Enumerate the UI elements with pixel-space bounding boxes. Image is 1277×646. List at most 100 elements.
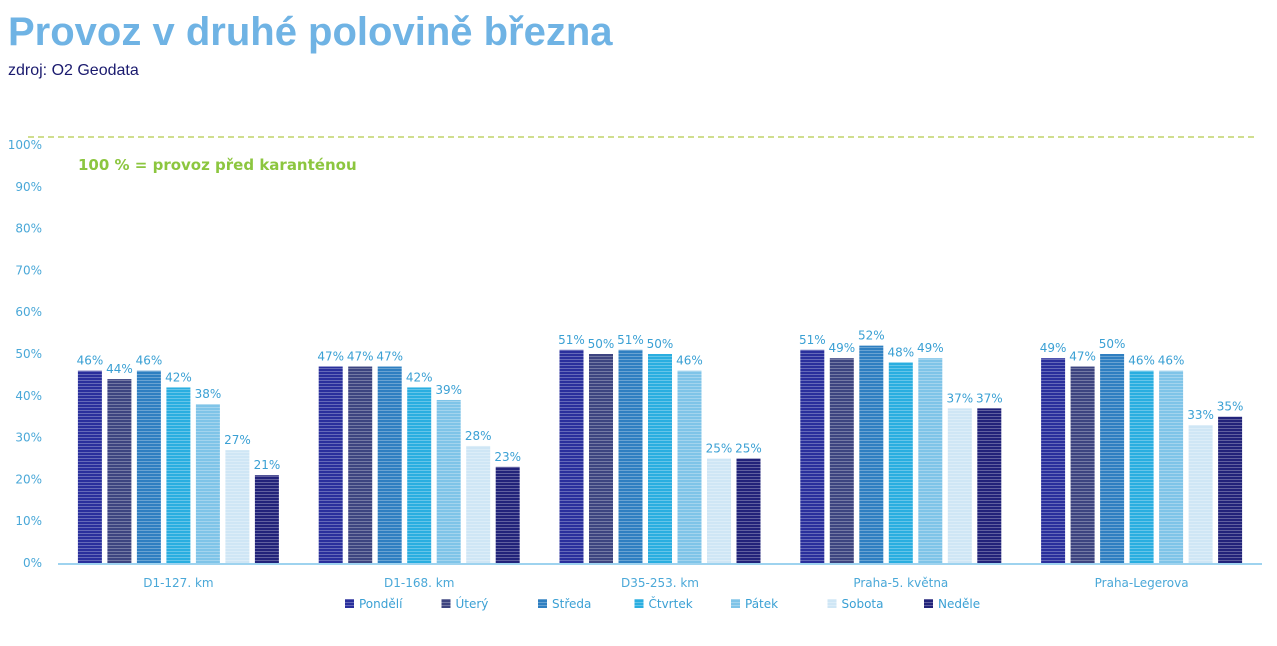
bar <box>348 366 373 563</box>
data-label: 37% <box>976 391 1003 405</box>
bar <box>918 358 943 563</box>
data-label: 28% <box>465 429 492 443</box>
bar <box>648 354 672 563</box>
bar <box>107 379 132 563</box>
y-tick-label: 90% <box>15 180 42 194</box>
bar <box>136 370 161 563</box>
legend-swatch <box>634 599 644 608</box>
legend-swatch <box>441 599 451 608</box>
bar <box>1070 366 1095 563</box>
data-label: 46% <box>1128 354 1155 368</box>
data-label: 38% <box>195 387 222 401</box>
category-label: D1-168. km <box>384 576 454 590</box>
bar <box>166 387 191 563</box>
data-label: 42% <box>406 370 433 384</box>
data-label: 46% <box>136 354 163 368</box>
data-label: 46% <box>1158 354 1185 368</box>
page-subtitle: zdroj: O2 Geodata <box>8 62 139 79</box>
data-label: 47% <box>347 350 374 364</box>
bar <box>736 458 761 563</box>
data-label: 47% <box>376 350 403 364</box>
y-tick-label: 100% <box>8 138 42 152</box>
legend-swatch <box>538 599 547 608</box>
category-label: D1-127. km <box>143 576 213 590</box>
bar <box>618 349 643 563</box>
bar <box>254 475 279 563</box>
category-label: Praha-5. května <box>853 576 948 590</box>
data-label: 48% <box>887 345 914 359</box>
data-label: 23% <box>494 450 521 464</box>
data-label: 39% <box>435 383 462 397</box>
y-tick-label: 40% <box>15 389 42 403</box>
data-label: 51% <box>799 333 826 347</box>
page-title: Provoz v druhé polovině března <box>8 10 613 54</box>
data-label: 50% <box>647 337 674 351</box>
legend-swatch <box>924 599 933 608</box>
data-label: 50% <box>588 337 615 351</box>
data-label: 46% <box>77 354 104 368</box>
data-label: 44% <box>106 362 133 376</box>
data-label: 51% <box>617 333 644 347</box>
data-label: 47% <box>1069 350 1096 364</box>
bar <box>977 408 1002 563</box>
data-label: 25% <box>706 442 733 456</box>
y-tick-label: 10% <box>15 514 42 528</box>
y-tick-label: 60% <box>15 305 42 319</box>
bar <box>589 354 613 563</box>
legend-label: Čtvrtek <box>649 596 693 611</box>
bar <box>1041 358 1066 563</box>
bar <box>859 345 884 563</box>
bar <box>1218 416 1243 563</box>
data-label: 25% <box>735 442 762 456</box>
bar <box>466 445 491 563</box>
category-label: Praha-Legerova <box>1095 576 1189 590</box>
bar <box>888 362 913 563</box>
data-label: 49% <box>917 341 944 355</box>
legend-swatch <box>345 599 354 608</box>
bar <box>195 404 220 563</box>
legend-swatch <box>827 599 837 608</box>
data-label: 27% <box>224 433 251 447</box>
bar <box>407 387 432 563</box>
bar <box>800 349 825 563</box>
legend-label: Sobota <box>842 597 884 611</box>
bar <box>677 370 702 563</box>
data-label: 42% <box>165 370 192 384</box>
legend-swatch <box>731 599 740 608</box>
bar <box>707 458 731 563</box>
legend-label: Středa <box>552 597 591 611</box>
bar <box>377 366 402 563</box>
bar <box>77 370 102 563</box>
category-label: D35-253. km <box>621 576 699 590</box>
data-label: 35% <box>1217 400 1244 414</box>
bar <box>947 408 972 563</box>
legend-label: Pondělí <box>359 597 403 611</box>
y-tick-label: 80% <box>15 222 42 236</box>
bar <box>318 366 343 563</box>
data-label: 21% <box>254 458 281 472</box>
data-label: 50% <box>1099 337 1126 351</box>
bar <box>1129 370 1154 563</box>
data-label: 37% <box>946 391 973 405</box>
data-label: 33% <box>1187 408 1214 422</box>
data-label: 51% <box>558 333 585 347</box>
data-label: 47% <box>317 350 344 364</box>
y-tick-label: 30% <box>15 431 42 445</box>
legend-label: Úterý <box>456 596 489 611</box>
legend-label: Pátek <box>745 597 778 611</box>
bar <box>495 466 520 563</box>
bar <box>829 358 854 563</box>
data-label: 52% <box>858 329 885 343</box>
bar <box>559 349 584 563</box>
bar <box>1100 354 1125 563</box>
bar <box>225 450 250 563</box>
bar <box>436 399 461 563</box>
y-tick-label: 0% <box>23 556 42 570</box>
y-tick-label: 70% <box>15 263 42 277</box>
y-tick-label: 50% <box>15 347 42 361</box>
data-label: 49% <box>828 341 855 355</box>
bar <box>1188 425 1213 563</box>
legend-label: Neděle <box>938 597 980 611</box>
data-label: 46% <box>676 354 703 368</box>
